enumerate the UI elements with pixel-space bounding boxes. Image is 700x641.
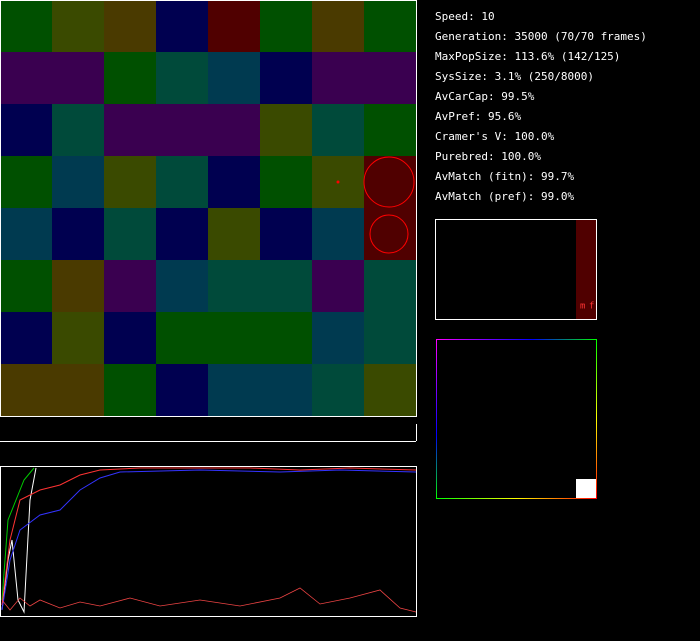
stat-line: AvPref: 95.6%: [435, 110, 521, 123]
stat-line: Cramer's V: 100.0%: [435, 130, 555, 143]
stat-line: SysSize: 3.1% (250/8000): [435, 70, 594, 83]
grid-cell: [104, 260, 156, 312]
grid-cell: [260, 0, 312, 52]
grid-cell: [104, 104, 156, 156]
grid-cell: [0, 52, 52, 104]
grid-cell: [260, 364, 312, 416]
grid-cell: [52, 260, 104, 312]
sex-panel: [435, 219, 597, 320]
grid-cell: [52, 312, 104, 364]
grid-cell: [156, 312, 208, 364]
grid-cell: [312, 0, 364, 52]
grid-cell: [52, 364, 104, 416]
grid-cell: [208, 364, 260, 416]
sex-bar: [576, 220, 596, 319]
grid-cell: [208, 104, 260, 156]
grid-cell: [260, 312, 312, 364]
grid-cell: [104, 52, 156, 104]
individual: [363, 156, 415, 208]
grid-cell: [104, 364, 156, 416]
grid-cell: [260, 104, 312, 156]
grid-cell: [364, 312, 416, 364]
grid-cell: [312, 312, 364, 364]
preference-panel: [436, 339, 597, 499]
grid-cell: [208, 156, 260, 208]
stat-line: Purebred: 100.0%: [435, 150, 541, 163]
grid-cell: [156, 52, 208, 104]
plot-line: [1, 469, 417, 611]
grid-cell: [312, 104, 364, 156]
grid-cell: [104, 0, 156, 52]
grid-cell: [104, 156, 156, 208]
grid-cell: [312, 208, 364, 260]
grid-cell: [156, 208, 208, 260]
grid-cell: [312, 52, 364, 104]
grid-cell: [104, 208, 156, 260]
grid-cell: [0, 260, 52, 312]
individual: [369, 214, 409, 254]
plot-line: [1, 467, 417, 606]
grid-cell: [260, 208, 312, 260]
grid-cell: [208, 312, 260, 364]
stat-line: AvCarCap: 99.5%: [435, 90, 535, 103]
grid-cell: [0, 104, 52, 156]
grid-cell: [208, 0, 260, 52]
grid-cell: [156, 0, 208, 52]
stat-line: Speed: 10: [435, 10, 495, 23]
grid-cell: [260, 52, 312, 104]
grid-cell: [364, 104, 416, 156]
grid-cell: [0, 364, 52, 416]
grid-cell: [364, 52, 416, 104]
grid-cell: [364, 0, 416, 52]
grid-cell: [52, 52, 104, 104]
grid-cell: [208, 260, 260, 312]
grid-cell: [260, 260, 312, 312]
grid-cell: [208, 208, 260, 260]
grid-cell: [156, 260, 208, 312]
sex-label: f: [589, 302, 594, 312]
plot-line: [1, 467, 35, 601]
grid-cell: [52, 208, 104, 260]
grid-cell: [52, 156, 104, 208]
grid-cell: [260, 156, 312, 208]
grid-cell: [364, 364, 416, 416]
stat-line: AvMatch (pref): 99.0%: [435, 190, 574, 203]
preference-cell: [576, 479, 596, 498]
grid-cell: [52, 104, 104, 156]
grid-cell: [0, 208, 52, 260]
grid-cell: [364, 260, 416, 312]
sex-label: m: [580, 302, 585, 312]
grid-cell: [156, 104, 208, 156]
stats-panel: Speed: 10 Generation: 35000 (70/70 frames…: [435, 10, 647, 203]
grid-cell: [312, 364, 364, 416]
grid-cell: [104, 312, 156, 364]
stat-line: MaxPopSize: 113.6% (142/125): [435, 50, 620, 63]
individual: [336, 180, 340, 184]
grid-cell: [0, 312, 52, 364]
grid-cell: [208, 52, 260, 104]
grid-cell: [312, 260, 364, 312]
grid-cell: [156, 364, 208, 416]
grid-border: [0, 0, 417, 417]
grid-cell: [0, 156, 52, 208]
grid-cell: [364, 208, 416, 260]
grid-cell: [52, 0, 104, 52]
grid-cell: [156, 156, 208, 208]
stat-line: Generation: 35000 (70/70 frames): [435, 30, 647, 43]
history-plot: [0, 466, 417, 617]
stat-line: AvMatch (fitn): 99.7%: [435, 170, 574, 183]
world-grid: [0, 0, 416, 416]
grid-cell: [0, 0, 52, 52]
plot-line: [1, 587, 417, 613]
